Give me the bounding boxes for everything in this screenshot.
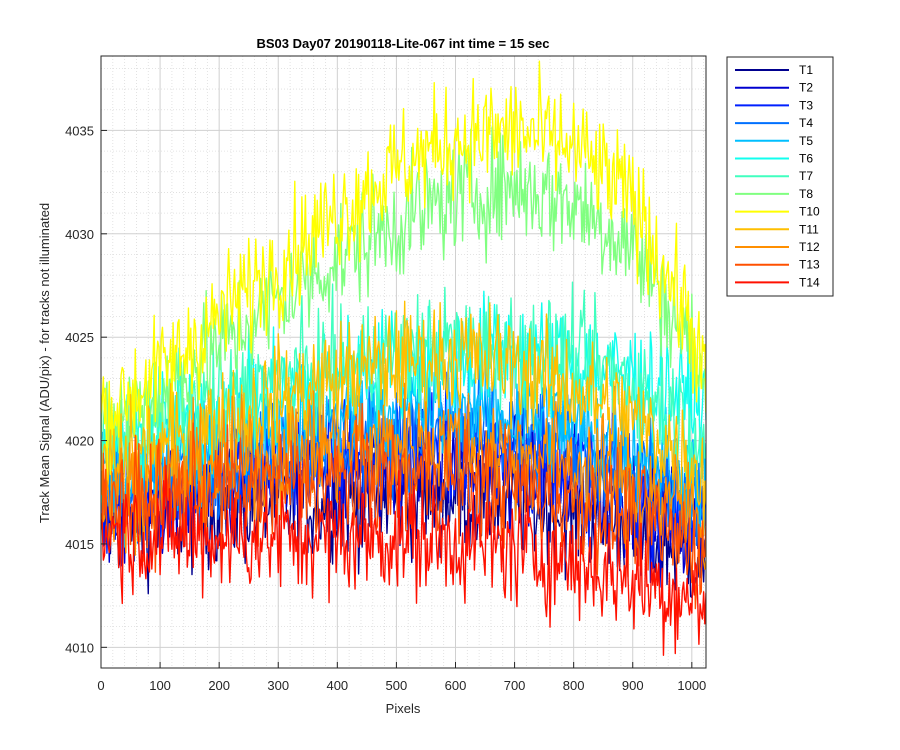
x-tick-label: 100 — [149, 678, 171, 693]
x-tick-label: 300 — [267, 678, 289, 693]
legend: T1 T2 T3 T4 T5 T6 T7 T8 T10 T11 T12 T13 T14 — [726, 56, 834, 297]
y-tick-label: 4030 — [65, 227, 94, 242]
legend-label-T11: T11 — [799, 222, 819, 236]
legend-label-T7: T7 — [799, 169, 813, 183]
legend-label-T8: T8 — [799, 187, 813, 201]
legend-label-T12: T12 — [799, 240, 820, 254]
series-line-T11 — [101, 300, 706, 536]
x-tick-label: 900 — [622, 678, 644, 693]
x-tick-label: 500 — [386, 678, 408, 693]
legend-label-T3: T3 — [799, 98, 813, 112]
x-tick-label: 1000 — [677, 678, 706, 693]
series-line-T14 — [101, 464, 706, 656]
plot-area: 0 100 200 300 400 500 600 700 800 900 1000 4010 4015… — [65, 55, 707, 693]
x-tick-label: 200 — [208, 678, 230, 693]
y-tick-label: 4025 — [65, 330, 94, 345]
x-tick-label: 700 — [504, 678, 526, 693]
legend-label-T6: T6 — [799, 152, 813, 166]
chart-title: BS03 Day07 20190118-Lite-067 int time = … — [256, 36, 549, 51]
legend-label-T5: T5 — [799, 134, 813, 148]
legend-label-T1: T1 — [799, 63, 813, 77]
ticks: 0 100 200 300 400 500 600 700 800 900 1000 4010 4015… — [65, 123, 706, 693]
legend-label-T2: T2 — [799, 81, 813, 95]
x-tick-label: 400 — [326, 678, 348, 693]
y-tick-label: 4035 — [65, 123, 94, 138]
legend-label-T10: T10 — [799, 205, 820, 219]
series-line-T10 — [101, 60, 706, 490]
legend-label-T14: T14 — [799, 275, 820, 289]
axes-box — [100, 55, 707, 669]
y-tick-label: 4020 — [65, 434, 94, 449]
legend-label-T4: T4 — [799, 116, 813, 130]
x-axis-label: Pixels — [386, 701, 421, 716]
series-lines — [101, 60, 706, 656]
x-tick-label: 0 — [97, 678, 104, 693]
y-tick-label: 4010 — [65, 640, 94, 655]
x-tick-label: 800 — [563, 678, 585, 693]
x-tick-label: 600 — [445, 678, 467, 693]
series-line-T12 — [101, 382, 706, 570]
legend-label-T13: T13 — [799, 258, 820, 272]
y-tick-label: 4015 — [65, 537, 94, 552]
y-axis-label: Track Mean Signal (ADU/pix) - for tracks… — [37, 203, 52, 523]
